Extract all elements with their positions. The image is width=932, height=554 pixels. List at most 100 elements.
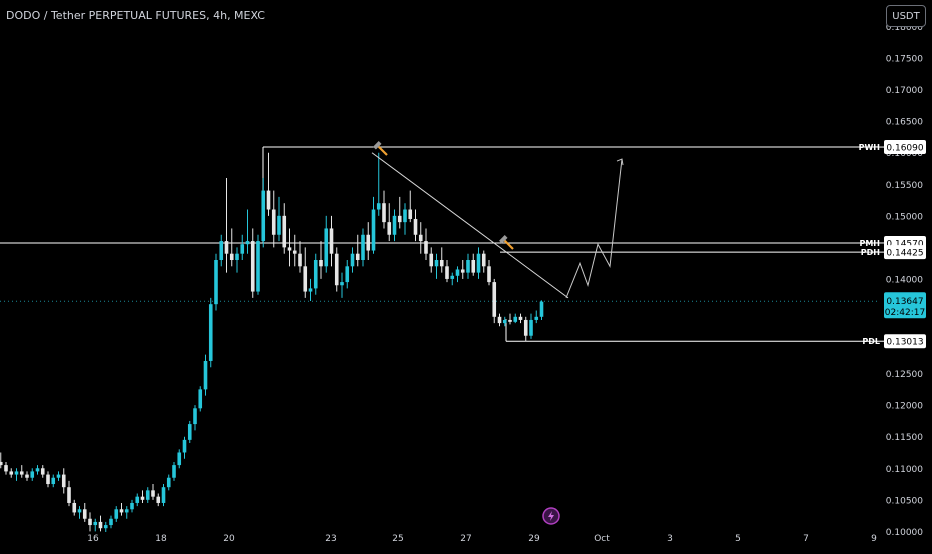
candle-body [434,260,439,267]
candle-body [392,215,397,235]
x-tick-label: 18 [155,534,167,544]
currency-button[interactable]: USDT [886,5,926,27]
candle-body [513,316,518,322]
level-badge-value: 0.14570 [886,239,923,249]
candle-body [182,439,187,453]
x-tick-label: 25 [392,534,403,544]
hammer-icon [373,141,388,156]
candle-body [35,468,40,472]
candle-body [345,266,350,283]
candle-body [46,474,50,485]
y-tick-label: 0.12000 [886,402,923,412]
candle-body [67,487,71,503]
candle-body [329,228,334,254]
candle-body [424,241,428,254]
candle-body [224,241,229,254]
y-tick-label: 0.16500 [886,118,923,128]
candle-body [77,509,82,513]
candle-body [250,241,255,292]
candle-body [4,465,8,472]
candle-body [198,389,203,409]
x-tick-label: 9 [871,534,877,544]
candle-body [56,474,61,478]
candle-body [471,260,476,273]
candle-body [334,253,339,286]
candle-body [455,269,460,276]
lightning-icon[interactable] [542,507,560,525]
candle-body [88,518,92,526]
candle-body [40,468,45,475]
level-label-pdh: PDH [861,248,880,257]
candle-body [324,228,329,267]
candle-body [214,260,218,305]
candle-body [256,241,260,292]
y-tick-label: 0.11500 [886,433,923,443]
x-tick-label: 23 [325,534,336,544]
candle-body [366,234,371,251]
candle-body [119,509,124,513]
y-tick-label: 0.17000 [886,86,923,96]
last-price-value: 0.13647 [886,297,923,307]
candle-body [497,316,502,324]
last-price-badge [884,292,926,319]
candle-body [466,260,470,273]
countdown-value: 02:42:17 [885,308,925,318]
candle-body [277,215,281,235]
candle-body [361,234,365,261]
candle-body [350,253,355,267]
candle-body [208,304,213,361]
candle-body [72,502,77,513]
candle-body [298,253,302,267]
candle-body [492,282,497,317]
candle-body [193,408,197,425]
x-tick-label: 27 [460,534,471,544]
y-tick-label: 0.16000 [886,149,923,159]
candle-body [82,509,87,519]
x-tick-label: 7 [803,534,809,544]
candle-body [439,260,444,267]
lightning-bolt [548,511,554,521]
candle-body [0,461,3,466]
y-tick-label: 0.11000 [886,465,923,475]
y-tick-label: 0.15000 [886,212,923,222]
candle-body [187,424,192,440]
candle-body [61,474,66,488]
trendline [371,152,569,299]
projection-path [565,158,623,299]
candle-body [539,301,544,317]
level-badge-value: 0.13013 [886,338,923,348]
candle-body [130,502,134,510]
y-tick-label: 0.10500 [886,496,923,506]
candle-body [292,250,297,254]
candle-body [9,471,14,475]
candle-body [235,253,239,261]
candle-body [266,190,271,210]
y-tick-label: 0.15500 [886,181,923,191]
candle-body [14,471,19,475]
candle-body [19,471,24,475]
candle-body [313,260,318,289]
candle-body [172,465,176,478]
y-tick-label: 0.10000 [886,528,923,538]
candle-body [156,496,161,503]
candle-body [124,509,129,513]
x-tick-label: Oct [594,534,610,544]
hammer-head [499,235,508,244]
candle-body [287,247,292,251]
hammer-handle [377,145,388,156]
y-tick-label: 0.18000 [886,23,923,33]
candle-body [518,316,523,320]
candle-body [98,521,103,529]
candle-body [397,215,402,223]
level-badge-pdl [884,334,926,349]
x-tick-label: 3 [667,534,673,544]
candle-body [508,319,512,322]
level-label-pmh: PMH [859,239,880,248]
level-label-pdl: PDL [862,337,880,346]
candle-body [418,234,423,242]
candle-body [51,477,56,485]
hammer-icon [499,235,514,250]
candle-body [460,269,465,273]
